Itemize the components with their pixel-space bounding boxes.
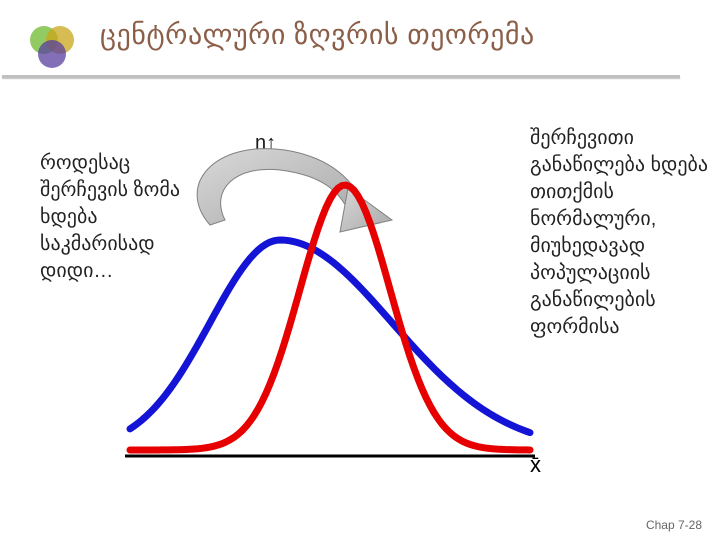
- page-title: ცენტრალური ზღვრის თეორემა: [100, 18, 690, 58]
- x-axis-label: x̄: [530, 452, 541, 478]
- title-area: ცენტრალური ზღვრის თეორემა: [100, 18, 690, 74]
- clt-chart: [120, 130, 540, 470]
- slide: ცენტრალური ზღვრის თეორემა როდესაც შერჩევ…: [0, 0, 720, 540]
- title-underline: [2, 75, 680, 78]
- sampling-curve: [130, 185, 530, 450]
- right-caption: შერჩევითი განაწილება ხდება თითქმის ნორმა…: [530, 125, 710, 341]
- population-curve: [130, 240, 530, 433]
- logo: [22, 18, 82, 78]
- slide-footer: Chap 7-28: [646, 518, 702, 532]
